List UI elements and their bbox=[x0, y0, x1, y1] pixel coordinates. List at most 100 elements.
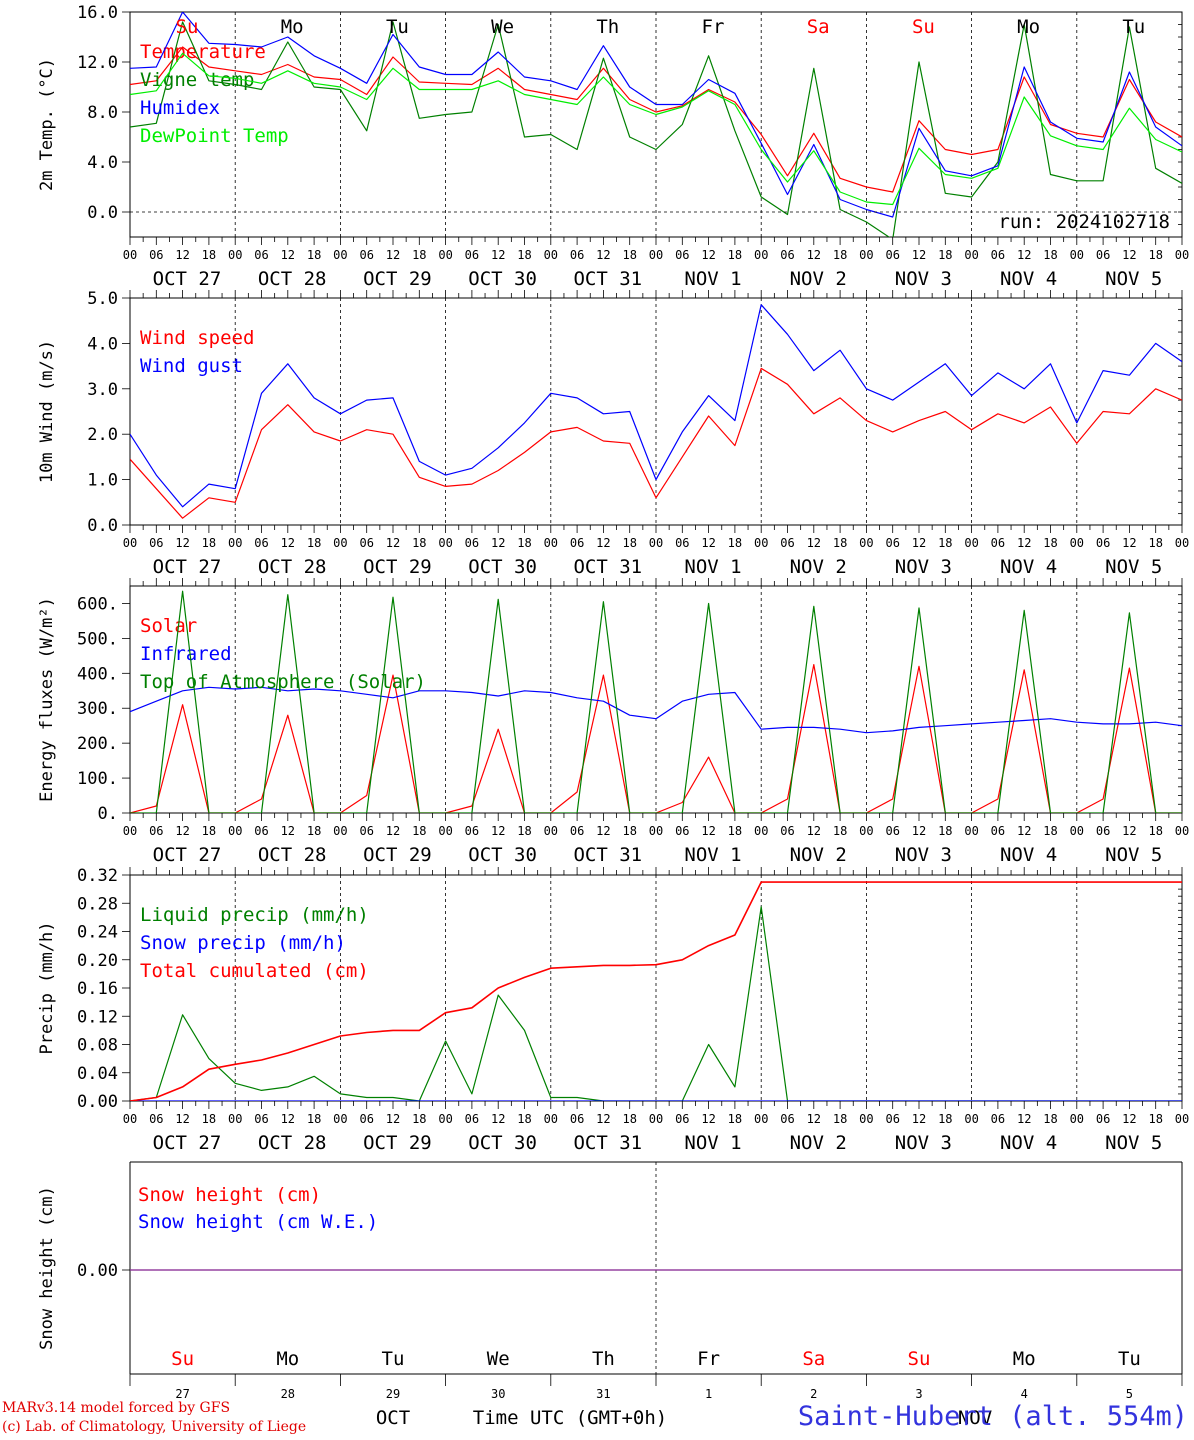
hour-tick-label: 06 bbox=[1096, 824, 1110, 838]
date-label: NOV 5 bbox=[1105, 268, 1162, 290]
hour-tick-label: 00 bbox=[228, 824, 242, 838]
weekday-label: Sa bbox=[802, 1348, 825, 1370]
date-label: NOV 5 bbox=[1105, 844, 1162, 866]
hour-tick-label: 00 bbox=[649, 248, 663, 262]
series-group: Liquid precip (mm/h) Snow precip (mm/h) To… bbox=[130, 881, 1182, 1101]
hour-tick-label: 06 bbox=[991, 536, 1005, 550]
weekday-label: Su bbox=[176, 16, 199, 38]
hour-tick-label: 00 bbox=[438, 536, 452, 550]
hour-tick-label: 00 bbox=[649, 824, 663, 838]
hour-tick-label: 06 bbox=[675, 536, 689, 550]
hour-tick-label: 00 bbox=[123, 248, 137, 262]
hour-tick-label: 18 bbox=[307, 536, 321, 550]
y-tick-label: 4.0 bbox=[87, 334, 118, 354]
y-tick-label: 0.20 bbox=[77, 951, 118, 971]
hour-tick-label: 12 bbox=[1017, 1112, 1031, 1126]
y-tick-label: 0.24 bbox=[77, 923, 118, 943]
date-label: NOV 5 bbox=[1105, 1132, 1162, 1154]
date-label: OCT 30 bbox=[468, 268, 537, 290]
hour-tick-label: 12 bbox=[175, 248, 189, 262]
hour-tick-label: 06 bbox=[570, 824, 584, 838]
date-label: OCT 27 bbox=[153, 1132, 222, 1154]
series-line bbox=[130, 663, 1182, 813]
hour-tick-label: 06 bbox=[1096, 536, 1110, 550]
hour-tick-label: 18 bbox=[622, 248, 636, 262]
hour-tick-label: 12 bbox=[807, 536, 821, 550]
hour-tick-label: 12 bbox=[912, 824, 926, 838]
hour-tick-label: 00 bbox=[438, 824, 452, 838]
hour-tick-label: 00 bbox=[1175, 1112, 1189, 1126]
hour-tick-label: 12 bbox=[912, 1112, 926, 1126]
hour-tick-label: 18 bbox=[728, 536, 742, 550]
series-line bbox=[130, 304, 1182, 508]
hour-tick-label: 00 bbox=[333, 536, 347, 550]
hour-tick-label: 06 bbox=[991, 1112, 1005, 1126]
y-tick-label: 200. bbox=[77, 734, 118, 754]
hour-tick-label: 12 bbox=[386, 536, 400, 550]
hour-tick-label: 06 bbox=[885, 248, 899, 262]
date-label: OCT 27 bbox=[153, 844, 222, 866]
hour-tick-label: 00 bbox=[964, 824, 978, 838]
weekday-label: Mo bbox=[281, 16, 304, 38]
hour-tick-label: 18 bbox=[833, 824, 847, 838]
y-tick-label: 0.0 bbox=[87, 516, 118, 536]
hour-tick-label: 06 bbox=[570, 536, 584, 550]
legend-entry: Snow height (cm W.E.) bbox=[138, 1211, 378, 1233]
hour-tick-label: 18 bbox=[412, 824, 426, 838]
y-tick-label: 100. bbox=[77, 769, 118, 789]
hour-tick-label: 06 bbox=[254, 248, 268, 262]
hour-tick-label: 06 bbox=[991, 248, 1005, 262]
hour-tick-label: 12 bbox=[701, 536, 715, 550]
hour-tick-label: 18 bbox=[517, 1112, 531, 1126]
hour-tick-label: 12 bbox=[807, 248, 821, 262]
hour-tick-label: 00 bbox=[964, 536, 978, 550]
weekday-label: Th bbox=[596, 16, 619, 38]
hour-tick-label: 18 bbox=[202, 1112, 216, 1126]
hour-tick-label: 18 bbox=[833, 1112, 847, 1126]
legend-entry: Top of Atmosphere (Solar) bbox=[140, 671, 426, 693]
hour-tick-label: 18 bbox=[1148, 248, 1162, 262]
y-tick-label: 3.0 bbox=[87, 380, 118, 400]
legend-entry: Humidex bbox=[140, 97, 220, 119]
y-tick-label: 500. bbox=[77, 629, 118, 649]
hour-tick-label: 12 bbox=[491, 248, 505, 262]
hour-tick-label: 00 bbox=[1070, 536, 1084, 550]
hour-tick-label: 00 bbox=[964, 248, 978, 262]
hour-tick-label: 18 bbox=[622, 536, 636, 550]
weekday-label: Fr bbox=[702, 16, 725, 38]
hour-tick-label: 00 bbox=[123, 536, 137, 550]
hour-tick-label: 12 bbox=[701, 1112, 715, 1126]
hour-tick-label: 06 bbox=[885, 1112, 899, 1126]
y-axis-label: 2m Temp. (°C) bbox=[37, 58, 57, 191]
hour-tick-label: 18 bbox=[622, 824, 636, 838]
hour-tick-label: 00 bbox=[1070, 1112, 1084, 1126]
weekday-label: Tu bbox=[382, 1348, 405, 1370]
weekday-label: Sa bbox=[807, 16, 830, 38]
hour-tick-label: 12 bbox=[701, 824, 715, 838]
weekday-label: We bbox=[487, 1348, 510, 1370]
day-number: 4 bbox=[1021, 1387, 1028, 1401]
hour-tick-label: 18 bbox=[622, 1112, 636, 1126]
hour-tick-label: 12 bbox=[596, 536, 610, 550]
date-label: OCT 28 bbox=[258, 844, 327, 866]
hour-tick-label: 12 bbox=[1122, 536, 1136, 550]
y-tick-label: 0.16 bbox=[77, 979, 118, 999]
y-tick-label: 0.00 bbox=[77, 1261, 118, 1281]
legend-entry: Solar bbox=[140, 615, 197, 637]
series-line bbox=[130, 590, 1182, 813]
weekday-label: Th bbox=[592, 1348, 615, 1370]
date-label: OCT 29 bbox=[363, 556, 432, 578]
y-tick-label: 600. bbox=[77, 594, 118, 614]
hour-tick-label: 06 bbox=[991, 824, 1005, 838]
legend-entry: Snow height (cm) bbox=[138, 1184, 321, 1206]
hour-tick-label: 12 bbox=[807, 1112, 821, 1126]
hour-tick-label: 06 bbox=[1096, 1112, 1110, 1126]
hour-tick-label: 06 bbox=[780, 248, 794, 262]
hour-tick-label: 12 bbox=[701, 248, 715, 262]
date-label: OCT 31 bbox=[573, 556, 642, 578]
hour-tick-label: 06 bbox=[149, 824, 163, 838]
hour-tick-label: 00 bbox=[333, 1112, 347, 1126]
hour-tick-label: 18 bbox=[938, 824, 952, 838]
date-label: NOV 3 bbox=[895, 556, 952, 578]
hour-tick-label: 12 bbox=[491, 536, 505, 550]
